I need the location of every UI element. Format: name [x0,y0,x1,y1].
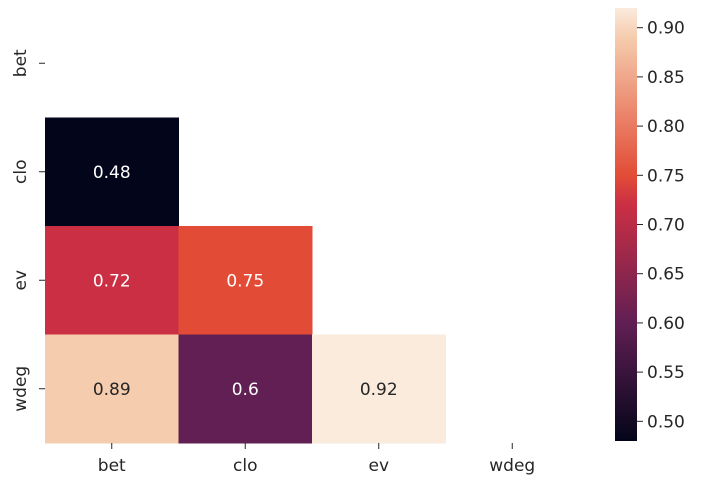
heatmap-cell-ev-clo [178,226,313,335]
colorbar: 0.50 0.55 0.60 0.65 0.70 0.75 0.80 0.85 0.90 [615,8,685,441]
colorbar-tick-label: 0.90 [647,19,685,39]
colorbar-tick-label: 0.50 [647,412,685,432]
heatmap-cell-wdeg-ev [312,334,446,444]
colorbar-tick-label: 0.85 [647,68,685,88]
colorbar-tick-label: 0.55 [647,363,685,383]
heatmap-cell-clo-bet [45,117,179,227]
x-axis: bet clo ev wdeg [98,443,535,476]
x-tick-label: ev [368,456,389,476]
colorbar-tick-label: 0.70 [647,216,685,236]
y-tick-label: bet [11,49,31,77]
cell-value-label: 0.92 [360,380,398,400]
colorbar-tick-label: 0.65 [647,265,685,285]
x-tick-label: clo [233,456,257,476]
y-axis: bet clo ev wdeg [11,49,45,412]
y-tick-label: ev [11,270,31,291]
colorbar-gradient [615,8,637,441]
heatmap-cell-wdeg-bet [45,334,179,444]
heatmap-cells: 0.48 0.72 0.75 0.89 0.6 0.92 [45,117,446,444]
cell-value-label: 0.89 [93,380,131,400]
x-tick-label: bet [98,456,126,476]
y-tick-label: wdeg [11,366,31,412]
cell-value-label: 0.72 [93,271,131,291]
colorbar-ticks: 0.50 0.55 0.60 0.65 0.70 0.75 0.80 0.85 0.90 [637,19,685,432]
cell-value-label: 0.48 [93,163,131,183]
y-tick-label: clo [11,160,31,184]
colorbar-tick-label: 0.75 [647,166,685,186]
cell-value-label: 0.75 [226,271,264,291]
colorbar-tick-label: 0.60 [647,314,685,334]
heatmap-cell-wdeg-clo [178,334,313,444]
x-tick-label: wdeg [489,456,535,476]
cell-value-label: 0.6 [232,380,259,400]
colorbar-tick-label: 0.80 [647,117,685,137]
heatmap-cell-ev-bet [45,226,179,335]
